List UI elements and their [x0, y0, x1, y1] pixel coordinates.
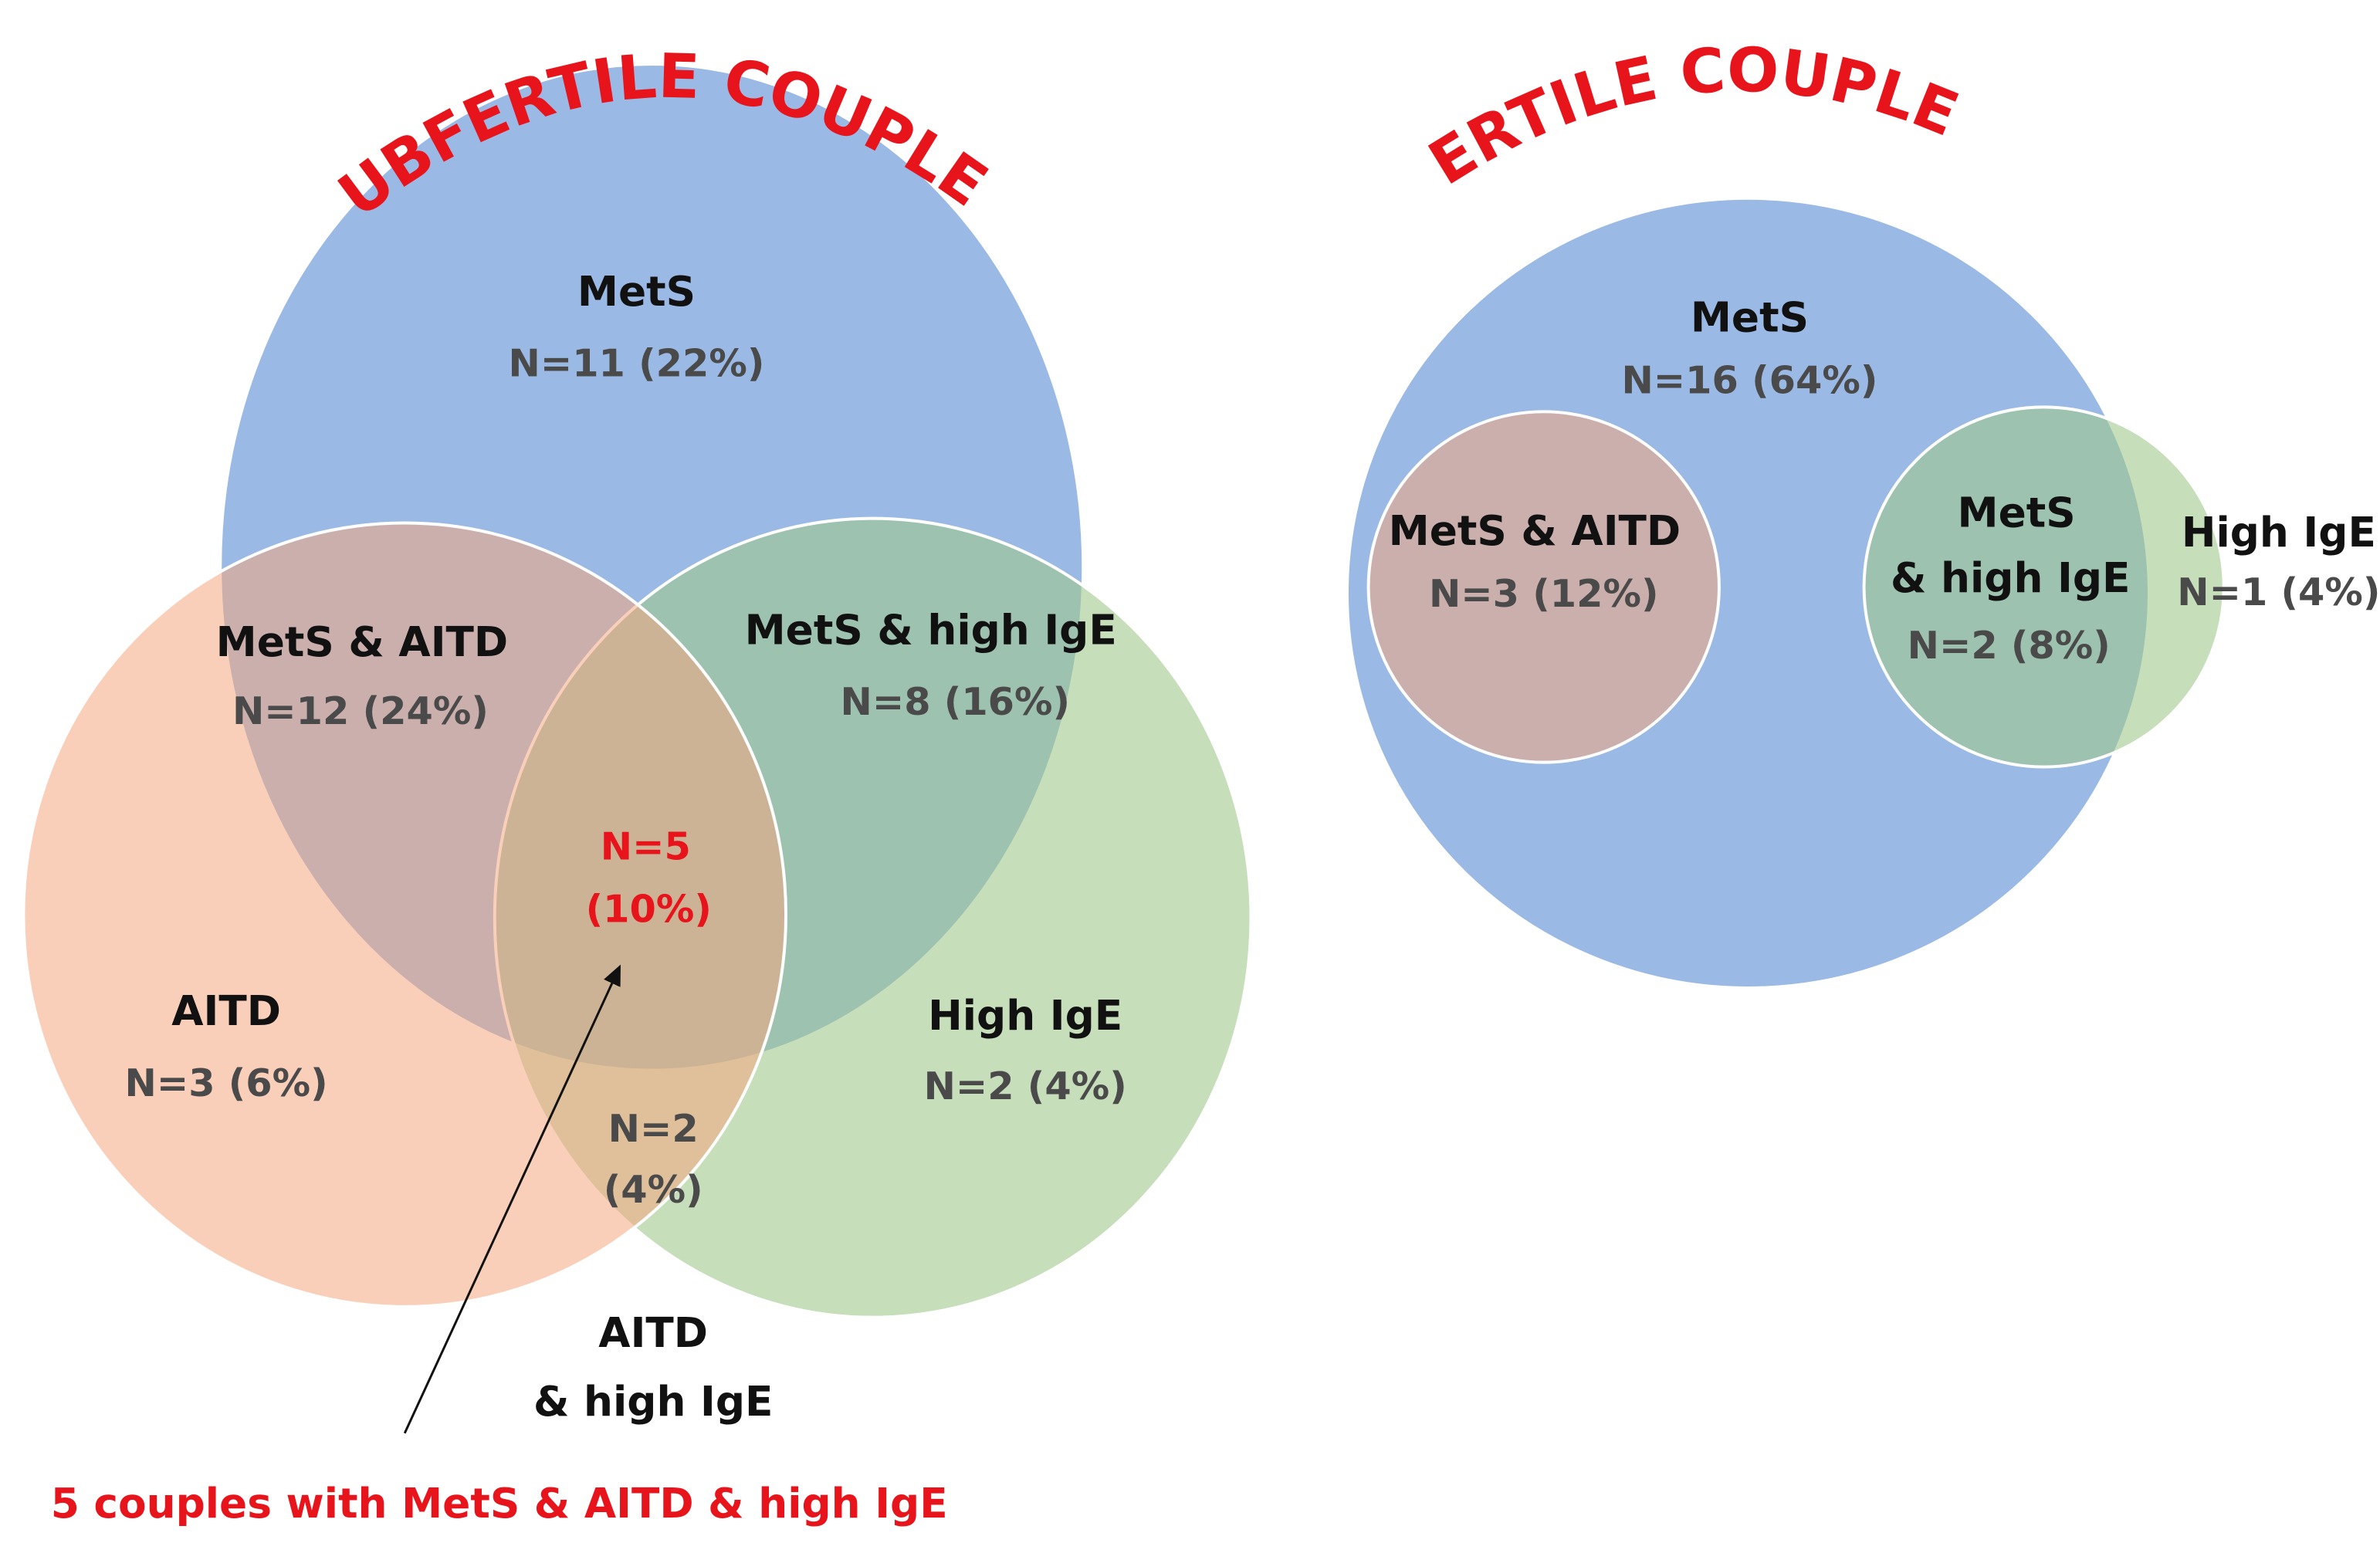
- region-count: (10%): [586, 887, 712, 932]
- region-count: N=11 (22%): [509, 341, 765, 386]
- region-label: AITD: [598, 1308, 708, 1357]
- high-ige-circle: [1862, 405, 2226, 769]
- arrow: [403, 964, 621, 1434]
- region-label: High IgE: [928, 991, 1122, 1040]
- region-label: AITD: [171, 986, 281, 1035]
- region-count: N=3 (6%): [125, 1061, 328, 1105]
- region-label: High IgE: [2182, 508, 2376, 557]
- region-count: N=1 (4%): [2177, 570, 2380, 614]
- region-label: MetS: [577, 267, 696, 316]
- region-count: N=8 (16%): [841, 679, 1071, 724]
- region-label: MetS & AITD: [1389, 506, 1681, 555]
- region-count: N=2 (8%): [1908, 623, 2111, 668]
- region-label: MetS: [1691, 293, 1809, 341]
- region-count: (4%): [604, 1167, 703, 1212]
- annotation: 5 couples with MetS & AITD & high IgE: [51, 1479, 948, 1528]
- region-label: & high IgE: [533, 1377, 773, 1426]
- region-count: N=2 (4%): [924, 1064, 1127, 1108]
- region-count: N=5: [601, 824, 691, 869]
- region-count: N=2: [608, 1106, 699, 1151]
- region-label: MetS & AITD: [216, 618, 509, 666]
- region-label: MetS & high IgE: [745, 605, 1117, 654]
- region-label: MetS: [1958, 488, 2076, 536]
- region-count: N=16 (64%): [1621, 357, 1877, 402]
- region-count: N=3 (12%): [1429, 571, 1659, 616]
- aitd-circle: [22, 521, 788, 1308]
- region-count: N=12 (24%): [232, 689, 489, 733]
- region-label: & high IgE: [1891, 553, 2130, 602]
- aitd-circle: [1366, 410, 1721, 764]
